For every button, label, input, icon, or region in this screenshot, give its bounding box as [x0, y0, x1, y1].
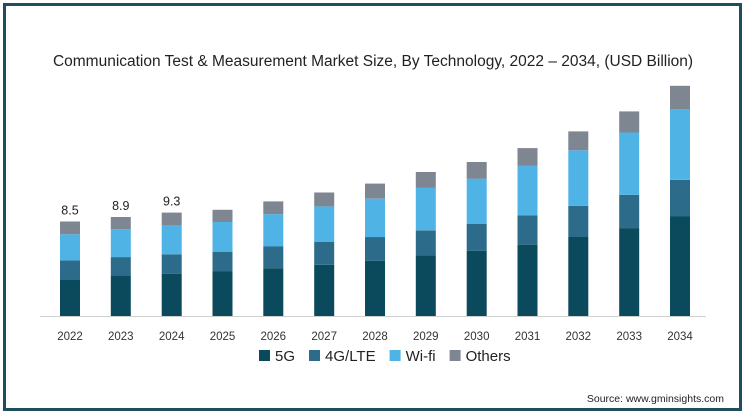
legend-label-others: Others [466, 348, 511, 365]
bar-segment-others-2027 [314, 192, 335, 207]
bar-segment-others-2025 [212, 209, 233, 222]
bar-segment-5g-2027 [314, 264, 335, 316]
bar-segment-others-2023 [110, 217, 131, 230]
bar-segment-others-2024 [161, 212, 182, 226]
x-tick-label-2027: 2027 [311, 331, 337, 343]
legend-swatch-wi-fi [389, 350, 401, 361]
bar-segment-4g-lte-2033 [619, 194, 640, 229]
bar-segment-others-2031 [517, 148, 538, 166]
bar-segment-others-2032 [568, 131, 589, 151]
legend-label-wi-fi: Wi-fi [406, 348, 436, 365]
data-label-2022: 8.5 [61, 204, 78, 218]
x-tick-label-2024: 2024 [159, 331, 185, 343]
bar-segment-others-2034 [670, 85, 690, 110]
bar-segment-5g-2024 [161, 273, 182, 316]
bar-segment-wi-fi-2027 [314, 206, 335, 242]
bar-segment-wi-fi-2028 [365, 198, 385, 238]
bar-segment-wi-fi-2031 [517, 165, 538, 216]
bar-segment-wi-fi-2033 [619, 132, 640, 195]
chart-frame: Communication Test & Measurement Market … [3, 3, 742, 411]
bar-segment-4g-lte-2030 [466, 223, 487, 251]
bar-segment-others-2030 [466, 162, 487, 179]
bar-segment-wi-fi-2026 [263, 214, 284, 247]
value-labels-group: 8.5 8.9 9.3 [61, 195, 180, 218]
chart-svg: Communication Test & Measurement Market … [40, 53, 724, 405]
bar-segment-5g-2025 [212, 271, 233, 316]
bar-segment-4g-lte-2032 [568, 205, 589, 237]
bar-segment-others-2033 [619, 111, 640, 133]
x-tick-label-2031: 2031 [515, 331, 541, 343]
source-note: Source: www.gminsights.com [587, 393, 724, 405]
bar-segment-5g-2032 [568, 237, 589, 316]
data-label-2024: 9.3 [163, 195, 180, 209]
bar-segment-wi-fi-2032 [568, 150, 589, 206]
chart-title: Communication Test & Measurement Market … [53, 53, 693, 70]
bar-segment-5g-2031 [517, 244, 538, 316]
legend-label-5g: 5G [275, 348, 295, 365]
legend-swatch-5g [259, 350, 270, 361]
bar-segment-5g-2029 [415, 255, 436, 316]
legend-label-4g-lte: 4G/LTE [325, 348, 376, 365]
x-tick-label-2026: 2026 [261, 331, 287, 343]
x-axis-ticks: 2022 2023 2024 2025 2026 2027 2028 2029 2030 2031… [57, 331, 693, 343]
bar-segment-5g-2030 [466, 250, 487, 316]
bar-segment-4g-lte-2028 [365, 237, 385, 261]
legend-swatch-others [449, 350, 461, 361]
bar-segment-4g-lte-2025 [212, 252, 233, 272]
bar-segment-wi-fi-2023 [110, 229, 131, 257]
x-tick-label-2022: 2022 [57, 331, 83, 343]
data-label-2023: 8.9 [112, 199, 129, 213]
bar-segment-wi-fi-2034 [670, 109, 690, 180]
x-tick-label-2030: 2030 [464, 331, 490, 343]
bar-segment-5g-2034 [670, 216, 690, 316]
bars-group [60, 85, 690, 316]
bar-segment-4g-lte-2034 [670, 179, 690, 217]
bar-segment-4g-lte-2023 [110, 257, 131, 276]
bar-segment-wi-fi-2029 [415, 187, 436, 231]
x-tick-label-2029: 2029 [413, 331, 439, 343]
bar-segment-wi-fi-2025 [212, 222, 233, 252]
bar-segment-5g-2023 [110, 276, 131, 316]
x-tick-label-2023: 2023 [108, 331, 134, 343]
bar-segment-4g-lte-2022 [60, 260, 80, 280]
legend: 5G 4G/LTE Wi-fi Others [259, 348, 511, 365]
bar-segment-wi-fi-2022 [60, 234, 80, 261]
bar-segment-4g-lte-2031 [517, 215, 538, 245]
bar-segment-4g-lte-2029 [415, 230, 436, 256]
bar-segment-5g-2022 [60, 279, 80, 316]
x-tick-label-2034: 2034 [667, 331, 693, 343]
bar-segment-others-2028 [365, 183, 385, 199]
bar-segment-4g-lte-2027 [314, 242, 335, 265]
bar-segment-4g-lte-2024 [161, 254, 182, 274]
bar-segment-4g-lte-2026 [263, 246, 284, 269]
x-tick-label-2028: 2028 [362, 331, 388, 343]
bar-segment-5g-2028 [365, 260, 385, 316]
bar-segment-5g-2026 [263, 268, 284, 316]
bar-segment-5g-2033 [619, 228, 640, 316]
legend-swatch-4g-lte [309, 350, 321, 361]
x-tick-label-2032: 2032 [566, 331, 592, 343]
bar-segment-others-2026 [263, 201, 284, 215]
bar-segment-others-2022 [60, 221, 80, 235]
bar-segment-wi-fi-2024 [161, 225, 182, 255]
x-tick-label-2033: 2033 [616, 331, 642, 343]
bar-segment-wi-fi-2030 [466, 178, 487, 224]
x-tick-label-2025: 2025 [210, 331, 236, 343]
bar-segment-others-2029 [415, 172, 436, 188]
